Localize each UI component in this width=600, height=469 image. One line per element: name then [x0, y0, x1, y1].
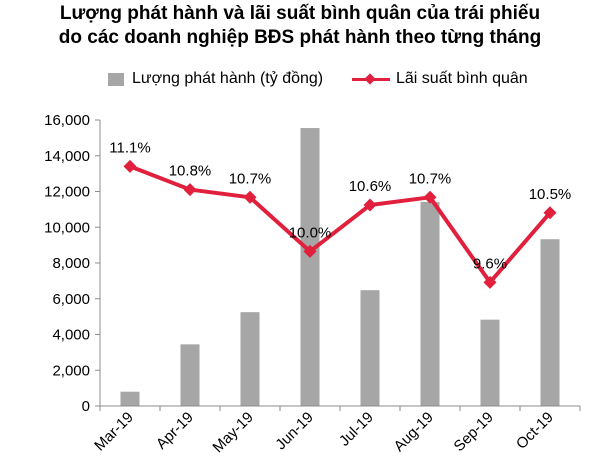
rate-point: [303, 244, 317, 258]
rate-point: [543, 206, 557, 220]
rate-point: [123, 159, 137, 173]
chart-title: Lượng phát hành và lãi suất bình quân củ…: [0, 2, 600, 50]
legend-item-bar: Lượng phát hành (tỷ đồng): [108, 70, 323, 88]
x-tick-label: Mar-19: [91, 409, 137, 455]
rate-data-label: 10.8%: [169, 163, 212, 180]
y-tick-label: 4,000: [52, 327, 90, 344]
x-tick-label: Apr-19: [153, 409, 197, 453]
bar: [540, 239, 560, 406]
rate-data-label: 10.7%: [409, 170, 452, 187]
bar: [480, 319, 500, 406]
bar: [300, 128, 320, 406]
x-tick-label: Jun-19: [272, 409, 316, 453]
legend-line-label: Lãi suất bình quân: [396, 70, 528, 87]
x-tick-label: Jul-19: [336, 409, 377, 450]
chart-title-line-1: Lượng phát hành và lãi suất bình quân củ…: [59, 3, 541, 24]
bar: [360, 290, 380, 406]
y-tick-label: 8,000: [52, 255, 90, 272]
y-tick-label: 2,000: [52, 362, 90, 379]
legend-item-line: Lãi suất bình quân: [352, 70, 528, 88]
rate-data-label: 10.0%: [289, 224, 332, 241]
legend-bar-label: Lượng phát hành (tỷ đồng): [132, 70, 324, 87]
rate-point: [423, 190, 437, 204]
rate-point: [483, 275, 497, 289]
y-tick-label: 12,000: [44, 184, 90, 201]
x-tick-label: Oct-19: [513, 409, 557, 453]
rate-point: [183, 183, 197, 197]
x-tick-label: Sep-19: [451, 409, 497, 455]
bar: [240, 312, 260, 406]
rate-data-label: 10.5%: [529, 186, 572, 203]
bar: [120, 391, 140, 406]
rate-data-label: 10.7%: [229, 170, 272, 187]
chart-legend: Lượng phát hành (tỷ đồng) Lãi suất bình …: [0, 70, 600, 94]
y-tick-label: 0: [82, 398, 90, 415]
chart-title-line-2: do các doanh nghiệp BĐS phát hành theo t…: [58, 27, 542, 48]
x-tick-label: May-19: [209, 409, 256, 456]
y-tick-label: 16,000: [44, 112, 90, 129]
rate-point: [243, 190, 257, 204]
x-tick-label: Aug-19: [391, 409, 437, 455]
rate-data-label: 9.6%: [473, 255, 507, 272]
rate-line: [129, 164, 552, 285]
bar: [180, 344, 200, 406]
legend-line-swatch: [352, 73, 390, 86]
rate-point: [363, 198, 377, 212]
bar: [420, 201, 440, 406]
legend-bar-swatch: [108, 72, 124, 86]
rate-data-label: 11.1%: [109, 139, 150, 156]
rate-data-label: 10.6%: [349, 178, 392, 195]
y-tick-label: 6,000: [52, 291, 90, 308]
y-tick-label: 14,000: [44, 148, 90, 165]
y-tick-label: 10,000: [44, 219, 90, 236]
